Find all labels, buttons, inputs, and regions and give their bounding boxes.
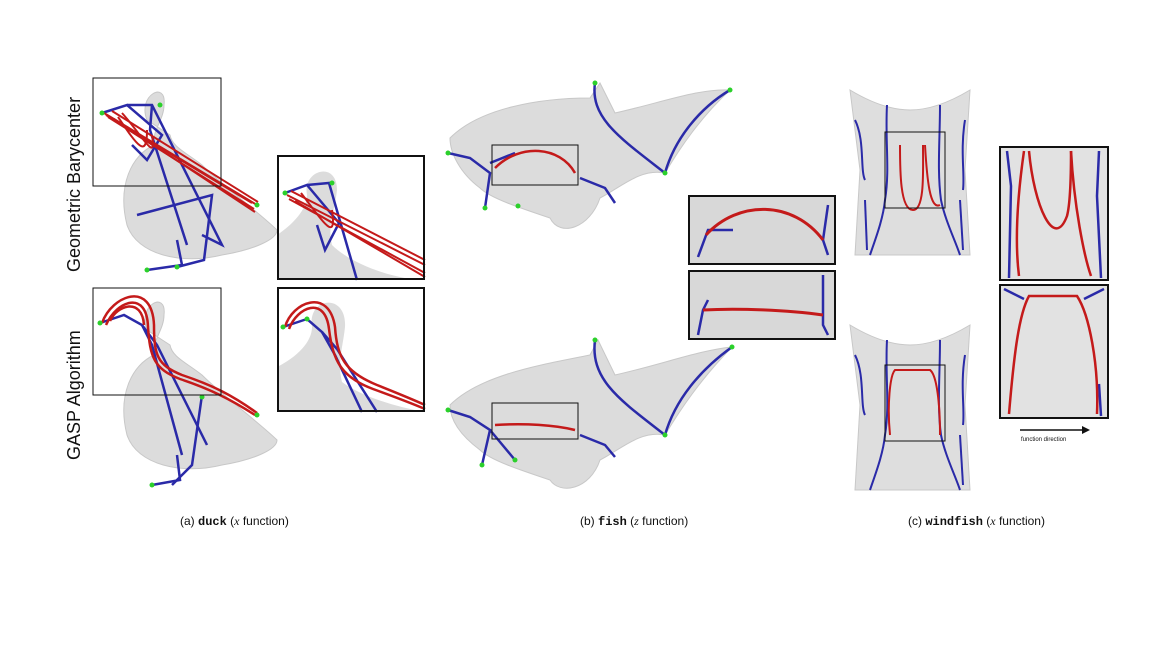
- duck-top-zoom: [277, 155, 426, 281]
- row-label-gasp-algorithm: GASP Algorithm: [64, 330, 84, 460]
- windfish-bottom-figure: [849, 324, 971, 491]
- windfish-bottom-zoom: [999, 284, 1109, 419]
- caption-fish-var: z: [634, 514, 639, 528]
- fish-top-figure: [445, 80, 733, 229]
- duck-bottom-figure: [92, 287, 278, 488]
- caption-fish-open: (: [626, 514, 635, 528]
- fish-bottom-figure: [445, 337, 735, 489]
- caption-duck: (a) duck (x function): [180, 514, 289, 529]
- fish-top-zoom: [688, 195, 836, 265]
- row-label-geometric-barycenter: Geometric Barycenter: [64, 96, 84, 272]
- caption-windfish-open: (: [982, 514, 991, 528]
- caption-fish-mesh: fish: [598, 515, 627, 529]
- caption-windfish-suffix: function): [995, 514, 1045, 528]
- caption-duck-prefix: (a): [180, 514, 198, 528]
- windfish-top-figure: [849, 89, 971, 256]
- caption-duck-mesh: duck: [198, 515, 227, 529]
- caption-fish-prefix: (b): [580, 514, 598, 528]
- caption-windfish-mesh: windfish: [925, 515, 983, 529]
- caption-duck-var: x: [234, 514, 240, 528]
- duck-bottom-zoom: [277, 287, 426, 413]
- function-direction-arrow-icon: [1020, 426, 1090, 434]
- caption-windfish-prefix: (c): [908, 514, 926, 528]
- duck-top-figure: [92, 77, 278, 273]
- caption-windfish: (c) windfish (x function): [908, 514, 1045, 529]
- caption-fish: (b) fish (z function): [580, 514, 688, 529]
- windfish-top-zoom: [999, 146, 1109, 281]
- caption-fish-suffix: function): [638, 514, 689, 528]
- caption-windfish-var: x: [990, 514, 996, 528]
- caption-duck-open: (: [226, 514, 235, 528]
- fish-bottom-zoom: [688, 270, 836, 340]
- caption-duck-suffix: function): [239, 514, 289, 528]
- function-direction-label: function direction: [1021, 437, 1067, 443]
